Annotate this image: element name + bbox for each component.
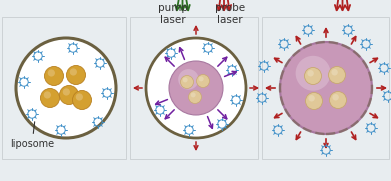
Circle shape [44,91,51,99]
Circle shape [45,66,63,85]
Circle shape [332,69,338,75]
FancyBboxPatch shape [130,17,258,159]
Circle shape [70,68,77,76]
FancyBboxPatch shape [262,17,389,159]
Circle shape [181,75,194,89]
Circle shape [76,93,83,101]
Circle shape [59,85,79,104]
Circle shape [197,75,210,87]
Circle shape [280,42,372,134]
Circle shape [328,66,346,83]
Text: liposome: liposome [10,122,54,149]
Circle shape [16,38,116,138]
Circle shape [191,92,196,97]
Text: pump
laser: pump laser [158,3,188,25]
Circle shape [199,76,204,81]
Circle shape [66,66,86,85]
FancyBboxPatch shape [2,17,126,159]
Circle shape [48,69,55,77]
Circle shape [305,68,321,85]
Circle shape [330,92,346,108]
Circle shape [308,95,315,102]
Circle shape [332,94,339,100]
Circle shape [305,92,323,110]
Circle shape [63,88,70,96]
Circle shape [72,90,91,110]
Circle shape [307,70,314,77]
Circle shape [146,38,246,138]
Circle shape [296,56,331,91]
Circle shape [188,90,201,104]
Circle shape [169,61,223,115]
Text: probe
laser: probe laser [215,3,245,25]
Circle shape [178,69,199,90]
Circle shape [183,77,188,82]
Circle shape [41,89,59,108]
